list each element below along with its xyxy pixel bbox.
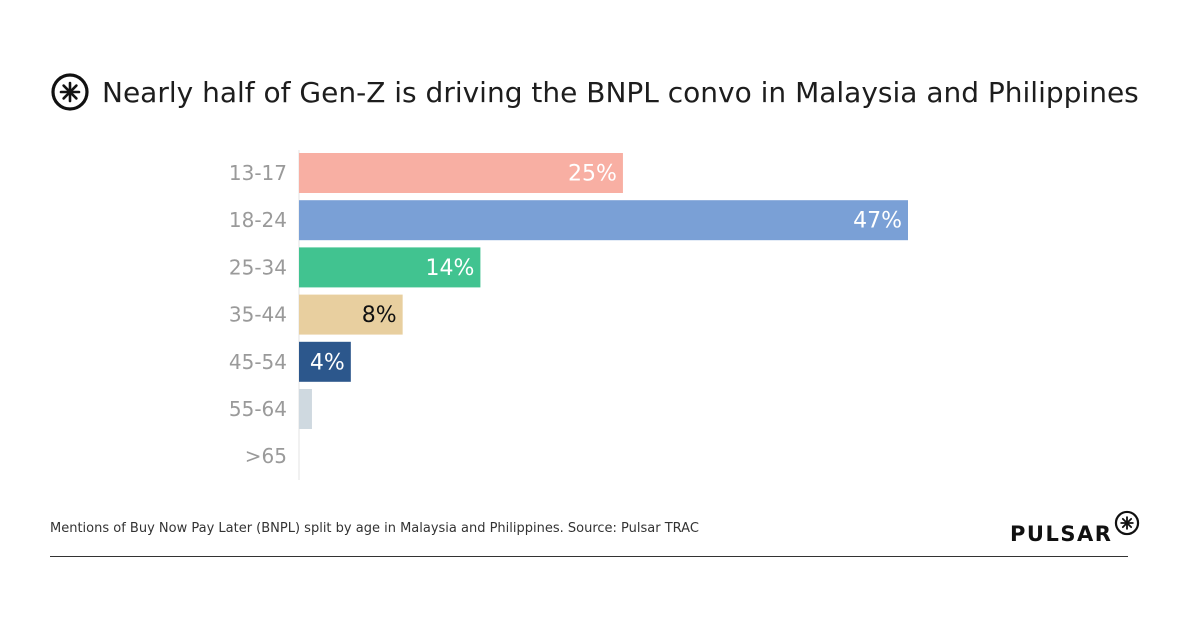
- category-label: 13-17: [229, 161, 287, 185]
- category-label: >65: [245, 444, 287, 468]
- bar-value-label: 47%: [853, 209, 902, 234]
- category-label: 25-34: [229, 255, 287, 279]
- bar: [299, 389, 312, 429]
- asterisk-circle-icon: [51, 73, 89, 111]
- bar: [299, 294, 403, 335]
- bar: [299, 341, 351, 382]
- brand-name: PULSAR: [1010, 522, 1113, 546]
- bar-value-label: 4%: [310, 350, 345, 375]
- category-label: 18-24: [229, 208, 287, 232]
- bar: [299, 247, 481, 288]
- asterisk-circle-icon: [1115, 510, 1140, 536]
- brand-logo: PULSAR: [1010, 510, 1140, 546]
- bar-value-label: 8%: [362, 303, 397, 328]
- source-note: Mentions of Buy Now Pay Later (BNPL) spl…: [50, 521, 699, 536]
- category-label: 45-54: [229, 350, 287, 374]
- header: Nearly half of Gen-Z is driving the BNPL…: [50, 72, 1139, 112]
- bar: [299, 200, 908, 241]
- bar-value-label: 14%: [425, 256, 474, 281]
- bar: [299, 153, 623, 193]
- bar-value-label: 25%: [568, 162, 617, 187]
- category-label: 35-44: [229, 303, 287, 327]
- footer-divider: [50, 556, 1128, 557]
- category-label: 55-64: [229, 397, 287, 421]
- chart-title: Nearly half of Gen-Z is driving the BNPL…: [102, 75, 1139, 109]
